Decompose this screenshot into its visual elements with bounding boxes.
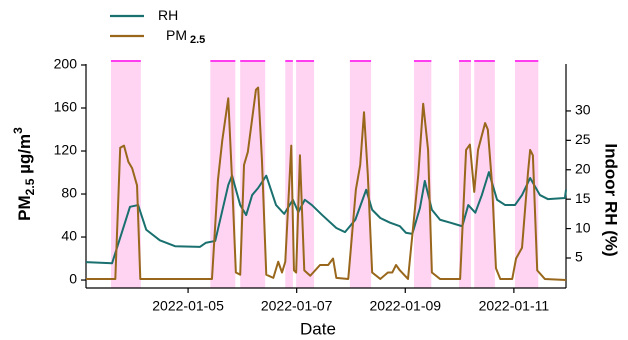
legend-label: RH xyxy=(158,7,178,23)
y-label-rest: µg/m xyxy=(15,134,34,179)
shaded-span xyxy=(349,61,372,288)
shaded-span xyxy=(413,61,432,288)
y-label-sup: 3 xyxy=(11,127,25,134)
shaded-span-top xyxy=(296,60,315,62)
y2-tick-label: 20 xyxy=(575,160,591,176)
shaded-span xyxy=(296,61,315,288)
series-line xyxy=(86,86,567,282)
shaded-span-top xyxy=(240,60,266,62)
y-tick-label: 160 xyxy=(54,99,78,115)
legend-name: PM xyxy=(166,27,187,43)
shaded-span-top xyxy=(459,60,471,62)
shaded-span-top xyxy=(285,60,293,62)
y-axis-label: PM2.5 µg/m3 xyxy=(11,127,37,221)
y-label-sub: 2.5 xyxy=(23,178,37,195)
y2-tick-label: 15 xyxy=(575,190,591,206)
x-tick-label: 2022-01-09 xyxy=(369,298,441,314)
y2-tick-label: 30 xyxy=(575,102,591,118)
y2-tick-label: 25 xyxy=(575,131,591,147)
legend-name: RH xyxy=(158,7,178,23)
y2-axis-label: Indoor RH (%) xyxy=(602,143,621,256)
y-tick-label: 120 xyxy=(54,142,78,158)
legend-label: PM 2.5 xyxy=(166,27,205,46)
x-tick-label: 2022-01-11 xyxy=(479,298,550,314)
x-tick-label: 2022-01-05 xyxy=(152,298,224,314)
y2-tick-label: 5 xyxy=(575,249,583,265)
y-label-main: PM xyxy=(15,195,34,221)
y-tick-label: 0 xyxy=(69,271,77,287)
x-tick-label: 2022-01-07 xyxy=(261,298,333,314)
shaded-span-top xyxy=(514,60,539,62)
y2-tick-label: 10 xyxy=(575,219,591,235)
shaded-span-top xyxy=(210,60,236,62)
shaded-span xyxy=(474,61,495,288)
legend-name-sub: 2.5 xyxy=(190,34,205,46)
shaded-span-top xyxy=(413,60,432,62)
y-tick-label: 200 xyxy=(54,56,78,72)
shaded-span-top xyxy=(349,60,372,62)
x-axis-label: Date xyxy=(300,319,336,338)
y-tick-label: 80 xyxy=(61,185,77,201)
shaded-span xyxy=(514,61,539,288)
shaded-span-top xyxy=(474,60,495,62)
shaded-span-top xyxy=(110,60,141,62)
y-tick-label: 40 xyxy=(61,228,77,244)
